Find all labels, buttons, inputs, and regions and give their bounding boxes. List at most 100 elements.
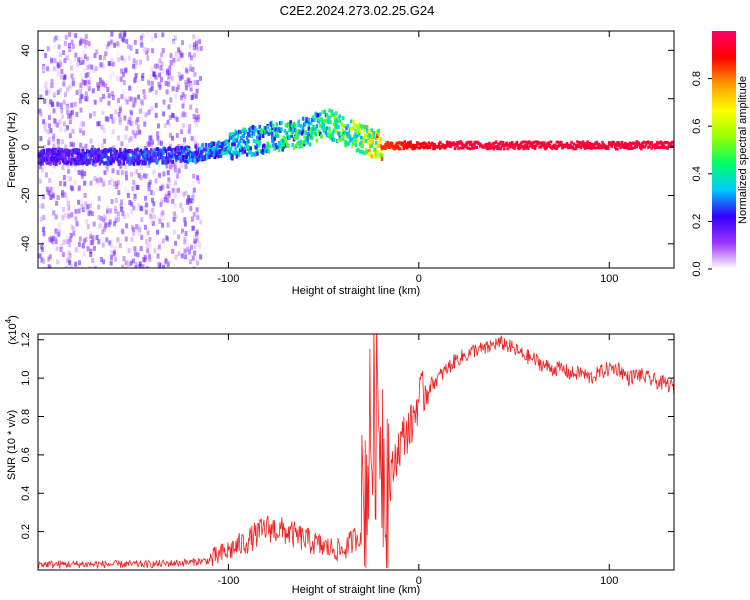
noise-cell — [186, 183, 190, 189]
signal-cell — [583, 145, 586, 149]
snr-x-axis: -100 0 100 — [217, 334, 618, 587]
noise-cell — [177, 168, 181, 174]
signal-cell — [291, 129, 295, 134]
noise-cell — [141, 117, 145, 123]
noise-cell — [154, 33, 158, 39]
noise-cell — [157, 81, 160, 87]
noise-cell — [170, 183, 174, 189]
noise-cell — [82, 251, 86, 257]
noise-cell — [143, 47, 147, 53]
noise-cell — [179, 202, 183, 208]
noise-cell — [68, 32, 71, 38]
signal-cell — [655, 146, 658, 149]
signal-cell — [258, 125, 261, 129]
signal-cell — [212, 142, 216, 147]
signal-cell — [327, 134, 330, 139]
noise-cell — [52, 186, 56, 192]
signal-cell — [261, 150, 265, 155]
signal-cell — [320, 134, 323, 139]
signal-cell — [306, 135, 309, 140]
noise-cell — [58, 87, 62, 93]
noise-cell — [189, 104, 193, 110]
snr-y-tick-label: 0.2 — [20, 524, 32, 539]
noise-cell — [136, 225, 140, 231]
signal-cell — [529, 141, 532, 145]
signal-cell — [335, 130, 338, 134]
noise-cell — [112, 145, 116, 151]
noise-cell — [111, 168, 115, 174]
noise-cell — [156, 140, 160, 146]
signal-cell — [280, 120, 283, 125]
noise-cell — [67, 213, 71, 219]
noise-cell — [67, 205, 71, 211]
noise-cell — [159, 65, 163, 71]
noise-cell — [107, 184, 111, 190]
noise-cell — [167, 177, 171, 183]
signal-cell — [575, 146, 578, 150]
noise-cell — [174, 168, 178, 174]
noise-cell — [148, 209, 152, 215]
signal-cell — [290, 123, 293, 128]
signal-cell — [328, 115, 331, 120]
signal-cell — [472, 146, 475, 150]
noise-cell — [116, 50, 120, 56]
noise-cell — [174, 254, 178, 260]
signal-cell — [445, 140, 449, 144]
noise-cell — [48, 178, 52, 184]
chart-title: C2E2.2024.273.02.25.G24 — [280, 3, 435, 18]
noise-cell — [66, 239, 70, 244]
signal-cell — [372, 131, 376, 135]
signal-cell — [299, 139, 303, 144]
noise-cell — [58, 36, 62, 41]
noise-cell — [63, 40, 67, 46]
signal-cell — [297, 131, 300, 136]
noise-cell — [94, 66, 98, 72]
signal-cell — [232, 138, 235, 143]
signal-cell — [256, 149, 259, 154]
signal-cell — [70, 161, 73, 166]
noise-cell — [104, 83, 108, 88]
signal-cell — [340, 122, 344, 127]
noise-cell — [60, 74, 63, 80]
noise-cell — [123, 57, 127, 63]
noise-cell — [185, 91, 189, 97]
signal-cell — [42, 151, 46, 156]
signal-cell — [579, 146, 583, 150]
noise-cell — [128, 116, 132, 122]
signal-cell — [274, 127, 277, 132]
signal-cell — [335, 111, 338, 116]
signal-cell — [404, 142, 408, 146]
snr-multiplier: (x104) — [4, 315, 19, 345]
noise-cell — [179, 163, 183, 169]
signal-cell — [354, 128, 357, 133]
noise-cell — [166, 119, 170, 125]
signal-cell — [55, 161, 58, 166]
signal-cell — [633, 146, 636, 149]
signal-cell — [322, 123, 325, 128]
noise-cell — [157, 123, 160, 129]
noise-cell — [195, 121, 199, 127]
signal-cell — [522, 147, 525, 151]
signal-cell — [136, 147, 139, 152]
signal-cell — [293, 123, 297, 128]
signal-cell — [473, 143, 476, 147]
signal-cell — [102, 150, 105, 155]
signal-cell — [75, 149, 79, 154]
noise-cell — [102, 64, 106, 70]
signal-cell — [217, 154, 220, 159]
signal-cell — [265, 130, 268, 135]
signal-cell — [94, 147, 97, 152]
noise-cell — [76, 248, 80, 253]
noise-cell — [122, 37, 126, 43]
noise-cell — [143, 205, 147, 211]
signal-cell — [299, 124, 303, 128]
signal-cell — [300, 144, 304, 148]
noise-cell — [99, 176, 102, 182]
signal-cell — [140, 150, 144, 155]
noise-cell — [184, 82, 188, 88]
signal-cell — [584, 147, 587, 150]
signal-cell — [62, 149, 65, 154]
signal-cell — [364, 138, 368, 143]
noise-cell — [150, 66, 154, 72]
noise-cell — [114, 206, 117, 212]
